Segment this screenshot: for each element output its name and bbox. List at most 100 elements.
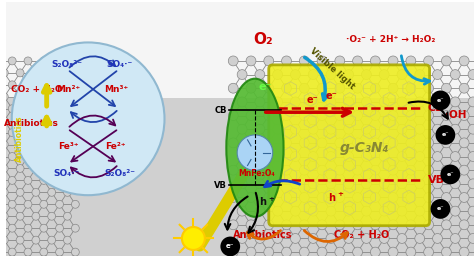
Circle shape	[24, 57, 32, 65]
Circle shape	[264, 220, 273, 230]
Circle shape	[436, 125, 455, 145]
Circle shape	[40, 176, 48, 184]
Circle shape	[308, 206, 318, 216]
Circle shape	[379, 179, 389, 189]
Circle shape	[308, 97, 318, 107]
Circle shape	[468, 152, 474, 162]
Circle shape	[40, 57, 48, 65]
Circle shape	[8, 57, 16, 65]
Circle shape	[440, 165, 460, 184]
Circle shape	[228, 220, 238, 230]
Circle shape	[379, 124, 389, 134]
Circle shape	[55, 105, 64, 113]
Circle shape	[8, 224, 16, 232]
Circle shape	[55, 224, 64, 232]
Circle shape	[72, 152, 79, 160]
Text: Antibiotics: Antibiotics	[15, 115, 24, 162]
Circle shape	[317, 220, 327, 230]
Circle shape	[353, 56, 363, 66]
Text: e⁻: e⁻	[437, 206, 444, 211]
Circle shape	[228, 165, 238, 175]
Circle shape	[273, 70, 283, 79]
Circle shape	[317, 111, 327, 120]
Circle shape	[16, 236, 24, 244]
Circle shape	[55, 200, 64, 208]
Circle shape	[335, 192, 345, 203]
Text: e⁻: e⁻	[442, 132, 449, 138]
Circle shape	[16, 165, 24, 172]
Circle shape	[450, 206, 460, 216]
Circle shape	[468, 233, 474, 243]
Circle shape	[308, 70, 318, 79]
Circle shape	[273, 97, 283, 107]
Circle shape	[16, 188, 24, 196]
Circle shape	[300, 165, 309, 175]
Circle shape	[415, 124, 425, 134]
Circle shape	[0, 212, 8, 220]
Circle shape	[55, 81, 64, 89]
Circle shape	[353, 138, 363, 148]
Circle shape	[48, 93, 55, 101]
Circle shape	[24, 176, 32, 184]
Circle shape	[459, 56, 469, 66]
Circle shape	[220, 237, 240, 256]
Circle shape	[282, 138, 292, 148]
Circle shape	[397, 152, 407, 162]
Circle shape	[397, 124, 407, 134]
Circle shape	[308, 179, 318, 189]
Text: +: +	[337, 191, 343, 197]
Text: e⁻: e⁻	[306, 95, 318, 105]
Circle shape	[433, 206, 442, 216]
Text: +: +	[268, 196, 273, 202]
Circle shape	[300, 83, 309, 93]
Circle shape	[16, 69, 24, 77]
Circle shape	[48, 188, 55, 196]
FancyBboxPatch shape	[269, 65, 429, 226]
Circle shape	[64, 188, 72, 196]
Circle shape	[326, 70, 336, 79]
Text: ·OH: ·OH	[445, 110, 466, 120]
Circle shape	[344, 124, 354, 134]
Circle shape	[237, 70, 247, 79]
Text: ·O₂⁻ + 2H⁺ → H₂O₂: ·O₂⁻ + 2H⁺ → H₂O₂	[346, 35, 436, 44]
Circle shape	[55, 248, 64, 256]
Circle shape	[308, 152, 318, 162]
Circle shape	[308, 233, 318, 243]
Circle shape	[255, 206, 265, 216]
Circle shape	[291, 233, 301, 243]
Circle shape	[273, 233, 283, 243]
Circle shape	[459, 192, 469, 203]
Circle shape	[291, 97, 301, 107]
Circle shape	[424, 83, 434, 93]
Circle shape	[228, 247, 238, 257]
Circle shape	[441, 165, 451, 175]
Circle shape	[406, 220, 416, 230]
Text: O₂: O₂	[253, 32, 273, 47]
Circle shape	[406, 83, 416, 93]
Circle shape	[388, 220, 398, 230]
Circle shape	[0, 69, 8, 77]
Circle shape	[379, 152, 389, 162]
Circle shape	[264, 192, 273, 203]
Circle shape	[459, 247, 469, 257]
Circle shape	[24, 81, 32, 89]
Text: e⁻: e⁻	[326, 91, 338, 101]
Circle shape	[24, 129, 32, 136]
Circle shape	[353, 83, 363, 93]
Circle shape	[24, 224, 32, 232]
Text: CO₂ + H₂O: CO₂ + H₂O	[11, 85, 63, 94]
Circle shape	[0, 165, 8, 172]
Circle shape	[370, 220, 380, 230]
Circle shape	[450, 179, 460, 189]
Circle shape	[48, 117, 55, 125]
Circle shape	[16, 93, 24, 101]
Circle shape	[282, 247, 292, 257]
Circle shape	[40, 248, 48, 256]
Circle shape	[406, 56, 416, 66]
Circle shape	[246, 192, 256, 203]
Circle shape	[317, 56, 327, 66]
Text: VB: VB	[428, 175, 445, 185]
Circle shape	[424, 192, 434, 203]
Circle shape	[441, 83, 451, 93]
Circle shape	[291, 179, 301, 189]
